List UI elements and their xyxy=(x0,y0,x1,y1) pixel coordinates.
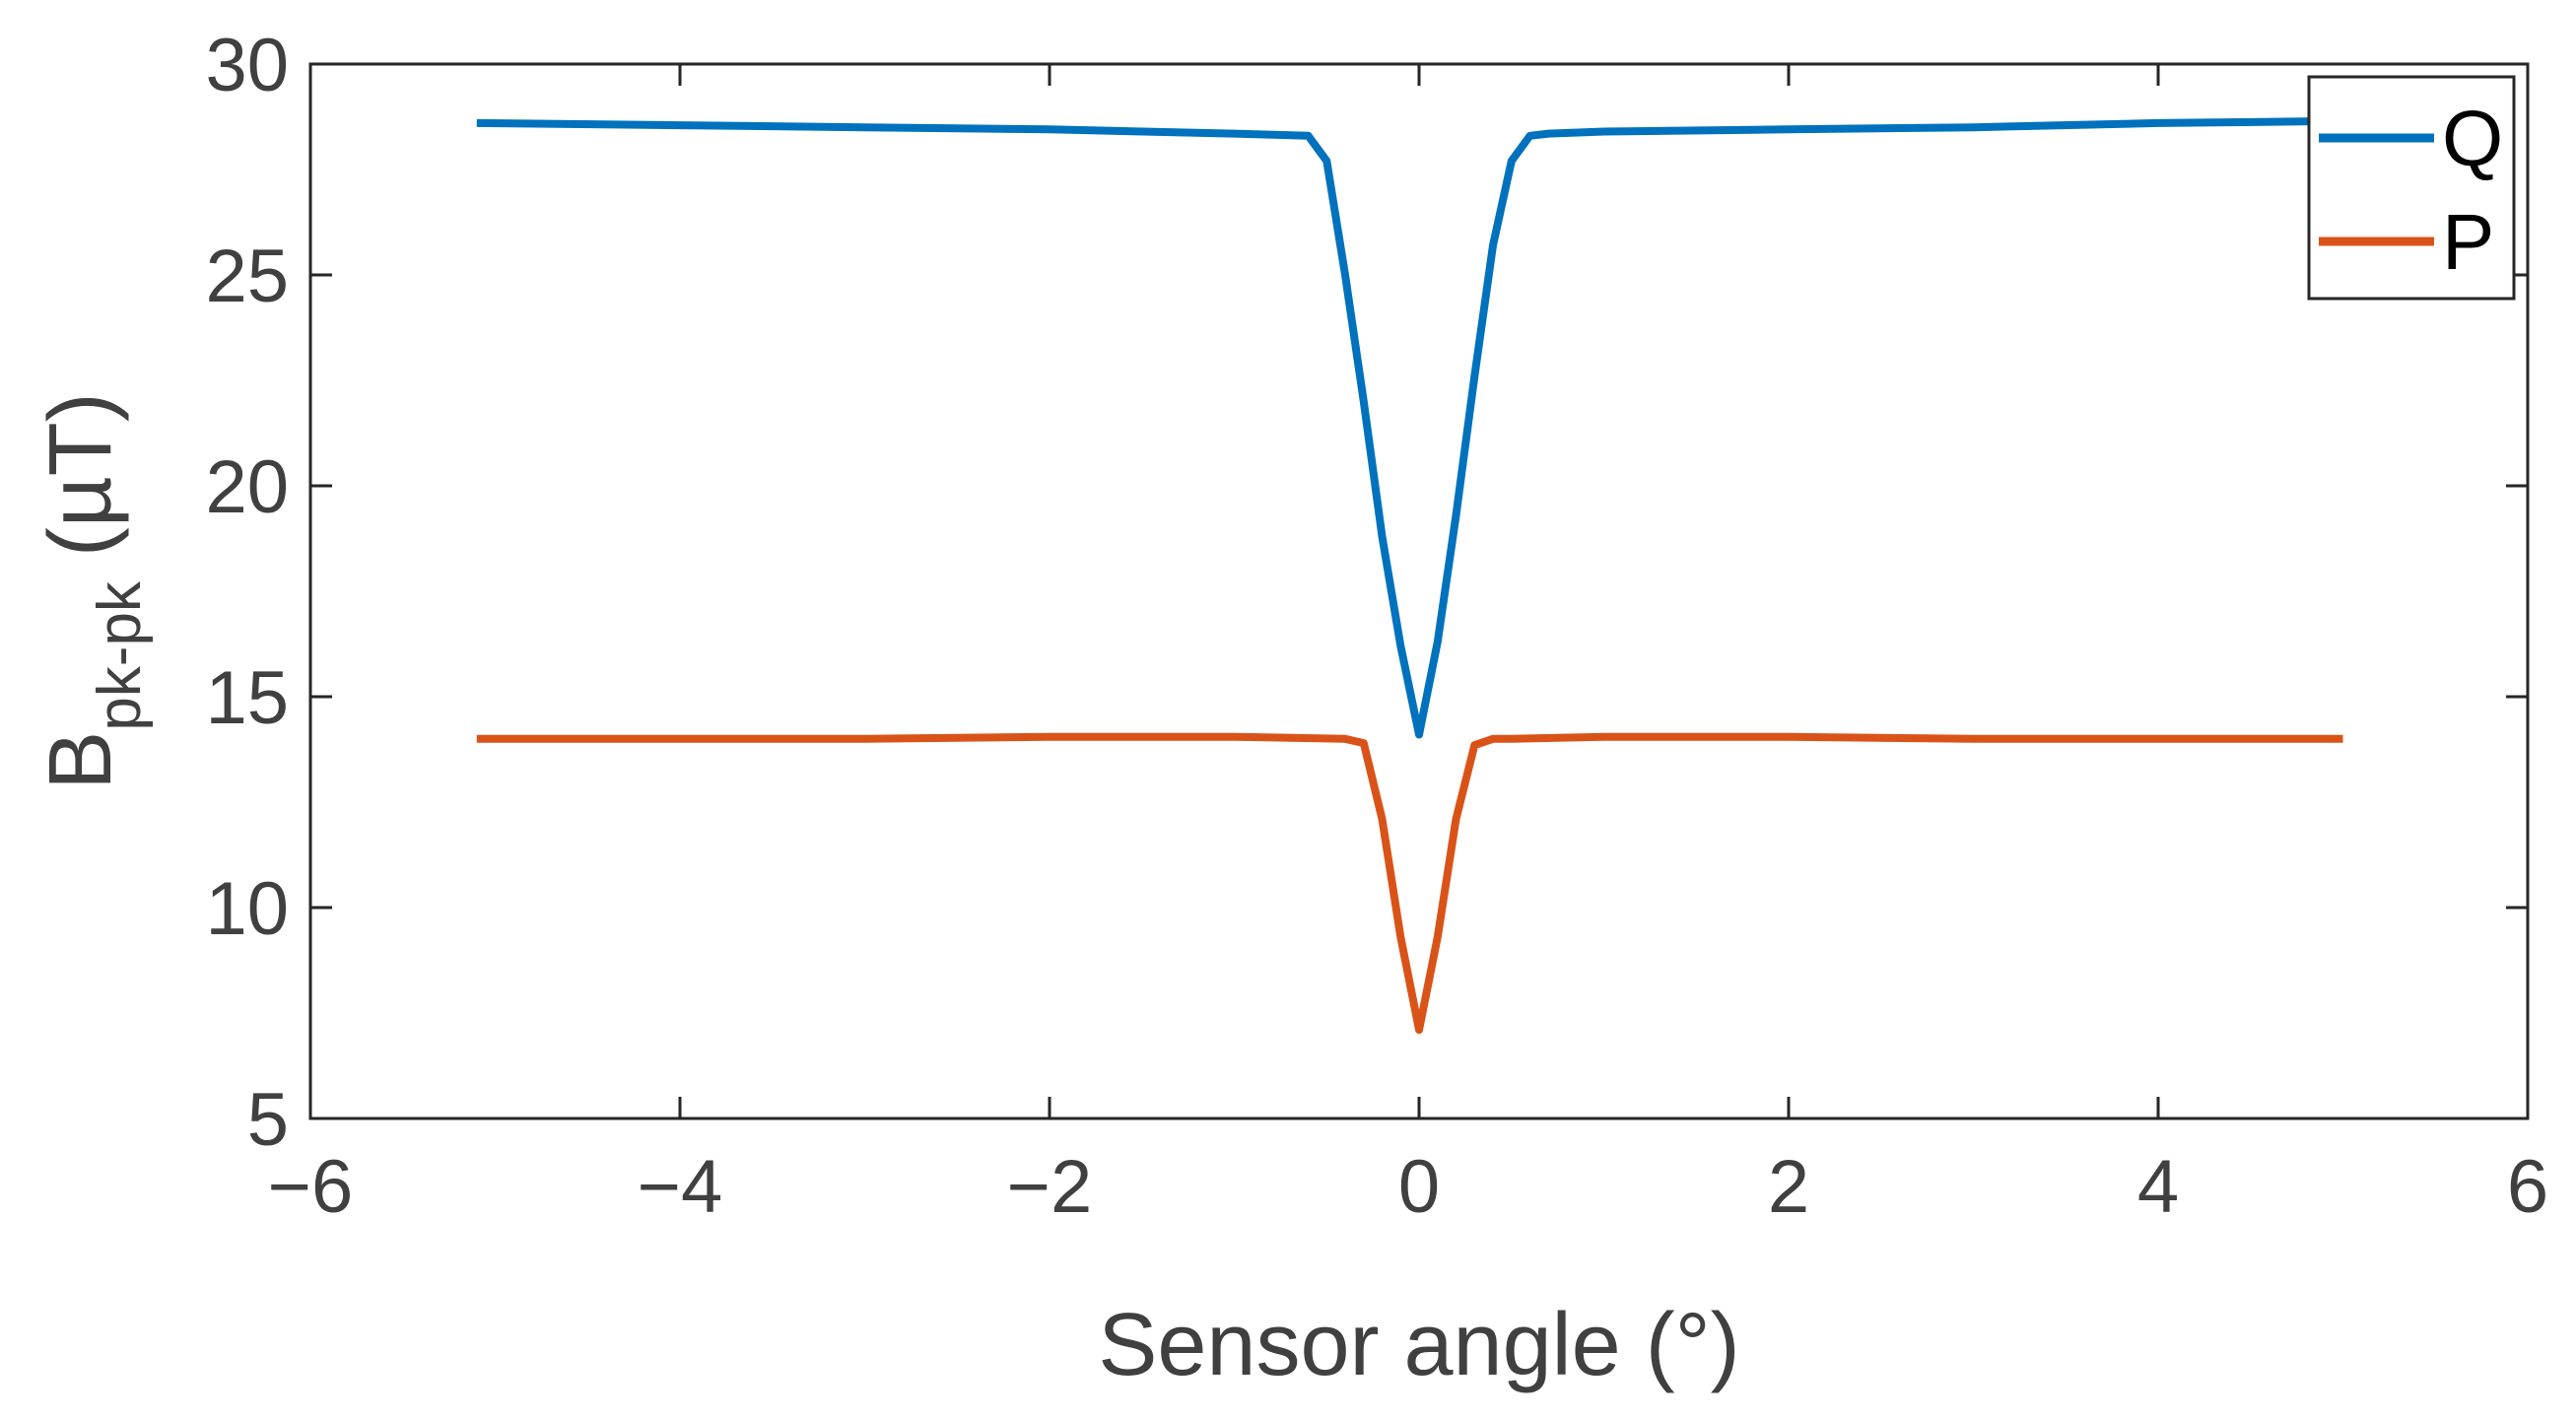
series-line-p xyxy=(476,732,2343,1035)
y-axis-title-subscript: pk-pk xyxy=(86,580,154,731)
y-axis: 5 10 15 20 25 30 xyxy=(205,24,2528,1162)
y-axis-title-base: B xyxy=(32,731,130,790)
y-tick-label: 10 xyxy=(205,867,289,951)
series-line-q xyxy=(476,116,2343,739)
y-tick-label: 20 xyxy=(205,445,289,529)
x-axis-title: Sensor angle (°) xyxy=(1098,1296,1739,1394)
x-tick-label: 0 xyxy=(1398,1145,1440,1229)
x-tick-label: −4 xyxy=(638,1145,723,1229)
legend-label-q: Q xyxy=(2442,95,2503,182)
y-axis-title-suffix: (µT) xyxy=(32,392,130,581)
legend-label-p: P xyxy=(2442,198,2494,286)
series-layer xyxy=(476,116,2343,1035)
y-axis-title: Bpk-pk (µT) xyxy=(32,392,154,789)
y-tick-label: 5 xyxy=(247,1078,289,1162)
x-tick-label: −2 xyxy=(1007,1145,1093,1229)
x-tick-label: 4 xyxy=(2137,1145,2179,1229)
y-axis-title-group: Bpk-pk (µT) xyxy=(32,392,154,789)
legend: Q P xyxy=(2307,75,2516,301)
legend-box xyxy=(2307,75,2516,301)
y-tick-label: 30 xyxy=(205,24,289,107)
y-tick-label: 25 xyxy=(205,235,289,318)
x-tick-label: 6 xyxy=(2507,1145,2548,1229)
y-tick-label: 15 xyxy=(205,656,289,740)
x-tick-label: −6 xyxy=(268,1145,354,1229)
x-tick-label: 2 xyxy=(1768,1145,1809,1229)
x-axis: −6 −4 −2 0 2 4 6 xyxy=(268,64,2548,1229)
